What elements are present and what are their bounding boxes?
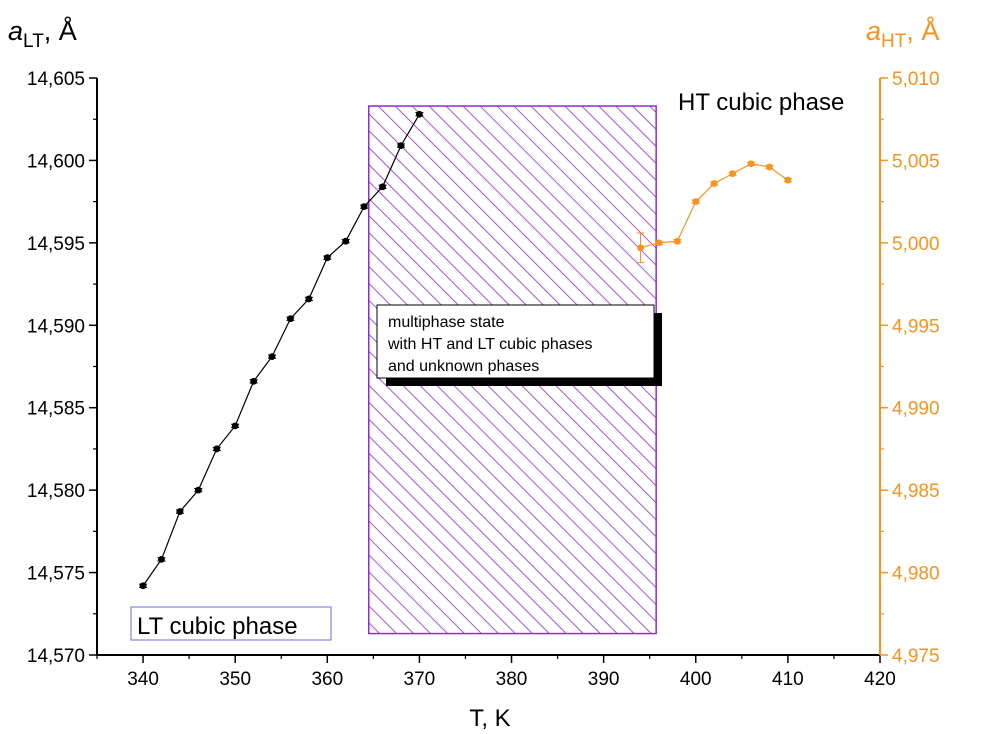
data-point <box>194 486 202 494</box>
series-2-point <box>673 237 682 245</box>
data-point <box>250 377 257 385</box>
x-tick-label: 380 <box>496 669 528 690</box>
right-y-tick-label: 4,990 <box>892 399 940 420</box>
data-point <box>158 555 165 563</box>
series-1-point <box>360 203 369 210</box>
data-point <box>323 254 331 262</box>
series-1-point <box>194 486 203 494</box>
data-point <box>673 237 681 245</box>
data-point <box>766 163 773 171</box>
series-1-point <box>341 237 350 245</box>
x-tick-label: 360 <box>311 669 343 690</box>
data-point <box>305 295 313 303</box>
series-2-point <box>728 170 737 178</box>
right-y-tick-label: 4,985 <box>892 481 940 502</box>
data-point <box>360 203 368 210</box>
x-tick-label: 410 <box>772 669 804 690</box>
series-2-point <box>691 198 700 206</box>
series-1-point <box>139 582 148 590</box>
data-point <box>729 170 737 178</box>
series-2-point <box>765 163 774 171</box>
series-2-point <box>710 180 719 187</box>
left-y-ticks: 14,570 14,575 14,580 14,585 14,590 14,595 14,6… <box>27 69 97 667</box>
right-y-tick-label: 5,010 <box>892 69 940 90</box>
left-y-tick-label: 14,590 <box>27 316 85 337</box>
data-point <box>213 445 221 453</box>
series-1-point <box>212 445 221 453</box>
x-tick-label: 370 <box>404 669 436 690</box>
left-y-tick-label: 14,605 <box>27 69 85 90</box>
lt-phase-label: LT cubic phase <box>137 613 298 640</box>
x-tick-label: 390 <box>588 669 620 690</box>
data-point <box>231 422 239 430</box>
right-y-tick-label: 4,980 <box>892 564 940 585</box>
series-1-point <box>268 353 277 361</box>
x-ticks: 340 350 360 370 380 390 400 410 420 <box>96 655 896 690</box>
data-point <box>637 244 644 252</box>
data-point <box>747 160 755 168</box>
series-1-point <box>304 295 313 303</box>
series-2-point <box>747 160 756 168</box>
multiphase-line-3: and unknown phases <box>388 358 539 375</box>
left-y-subscript: LT <box>23 31 44 52</box>
ht-phase-label: HT cubic phase <box>678 89 844 116</box>
series-1-point <box>157 555 166 563</box>
multiphase-box <box>376 304 655 379</box>
right-y-tick-label: 4,975 <box>892 646 940 667</box>
left-y-tick-label: 14,600 <box>27 151 85 172</box>
multiphase-line-2: with HT and LT cubic phases <box>387 336 593 353</box>
data-point <box>655 239 663 247</box>
right-y-ticks: 4,975 4,980 4,985 4,990 4,995 5,000 5,005 5,010 <box>880 69 940 667</box>
series-1-point <box>286 315 295 323</box>
data-point <box>710 180 718 187</box>
data-point <box>176 508 184 515</box>
data-point <box>139 582 147 590</box>
x-tick-label: 400 <box>680 669 712 690</box>
data-point <box>342 237 350 245</box>
data-point <box>416 110 423 118</box>
series-1-point <box>249 377 258 385</box>
left-y-tick-label: 14,575 <box>27 564 85 585</box>
series-1-line <box>142 113 420 587</box>
right-y-unit: , Å <box>906 15 939 46</box>
series-layer <box>139 110 792 590</box>
x-tick-label: 350 <box>219 669 251 690</box>
lt-phase-label-box <box>130 606 332 641</box>
left-y-tick-label: 14,585 <box>27 399 85 420</box>
series-2-point <box>783 176 792 184</box>
left-y-axis-label: aLT, Å <box>8 15 77 52</box>
right-y-subscript: HT <box>881 31 907 52</box>
right-y-tick-label: 5,005 <box>892 151 940 172</box>
data-point <box>692 198 700 206</box>
left-y-tick-label: 14,580 <box>27 481 85 502</box>
series-2-line <box>640 163 789 249</box>
data-point <box>397 142 405 149</box>
data-point <box>287 315 294 323</box>
series-1-point <box>378 183 387 191</box>
right-y-axis-label: aHT, Å <box>866 15 939 52</box>
right-y-symbol: a <box>866 16 881 46</box>
series-1-point <box>396 142 405 149</box>
series-1-point <box>415 110 424 118</box>
data-point <box>784 176 792 184</box>
right-y-tick-label: 4,995 <box>892 316 940 337</box>
left-y-unit: , Å <box>44 15 77 46</box>
left-y-tick-label: 14,570 <box>27 646 85 667</box>
left-y-symbol: a <box>8 16 23 46</box>
series-2-point <box>636 232 645 264</box>
data-point <box>379 183 386 191</box>
series-1-point <box>231 422 240 430</box>
series-1-point <box>323 254 332 262</box>
x-tick-label: 340 <box>127 669 159 690</box>
data-point <box>268 353 276 361</box>
series-2-point <box>654 239 663 247</box>
x-axis-label: T, K <box>469 705 510 732</box>
multiphase-line-1: multiphase state <box>388 314 505 331</box>
series-1-point <box>175 508 184 515</box>
x-tick-label: 420 <box>864 669 896 690</box>
left-y-tick-label: 14,595 <box>27 234 85 255</box>
right-y-tick-label: 5,000 <box>892 234 940 255</box>
